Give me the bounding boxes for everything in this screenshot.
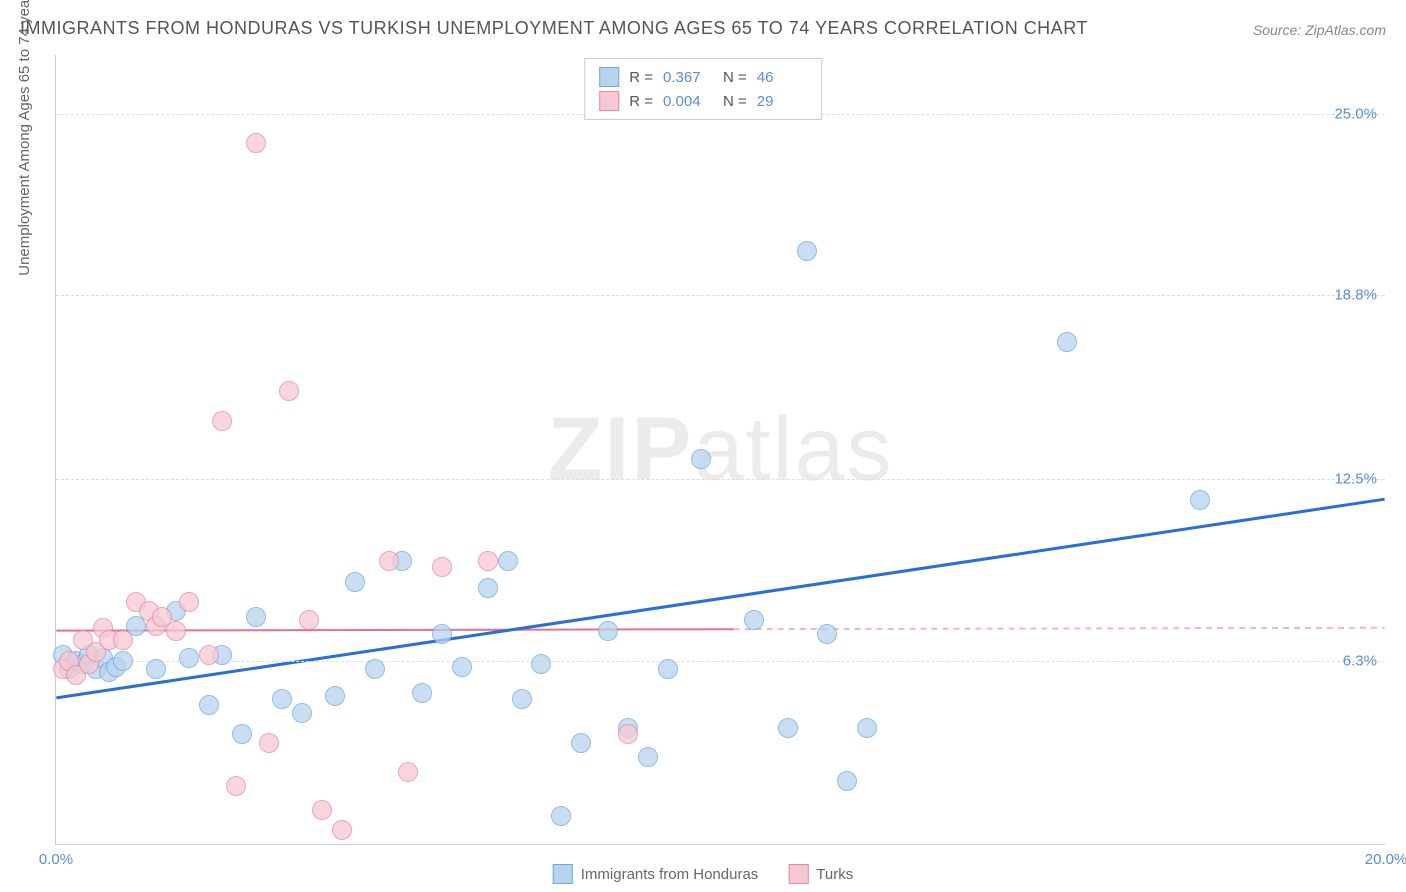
data-point-honduras [638, 747, 658, 767]
data-point-turks [379, 551, 399, 571]
data-point-turks [199, 645, 219, 665]
data-point-honduras [292, 703, 312, 723]
y-axis-label: Unemployment Among Ages 65 to 74 years [16, 0, 33, 276]
series-legend: Immigrants from Honduras Turks [553, 864, 854, 884]
data-point-honduras [1057, 332, 1077, 352]
r-value-turks: 0.004 [663, 93, 713, 110]
gridline [56, 479, 1385, 480]
chart-title: IMMIGRANTS FROM HONDURAS VS TURKISH UNEM… [20, 18, 1088, 39]
source-attribution: Source: ZipAtlas.com [1253, 22, 1386, 38]
gridline [56, 295, 1385, 296]
data-point-turks [279, 381, 299, 401]
data-point-honduras [837, 771, 857, 791]
correlation-legend: R = 0.367 N = 46 R = 0.004 N = 29 [584, 58, 822, 120]
x-tick-label: 20.0% [1365, 851, 1406, 868]
watermark: ZIPatlas [547, 398, 893, 501]
r-label: R = [629, 93, 653, 110]
swatch-turks-icon [788, 864, 808, 884]
data-point-honduras [857, 718, 877, 738]
data-point-honduras [598, 621, 618, 641]
data-point-honduras [146, 659, 166, 679]
data-point-turks [478, 551, 498, 571]
data-point-turks [618, 724, 638, 744]
legend-row-honduras: R = 0.367 N = 46 [599, 65, 807, 89]
watermark-light: atlas [693, 399, 893, 499]
data-point-honduras [797, 241, 817, 261]
data-point-honduras [232, 724, 252, 744]
y-tick-label: 18.8% [1334, 286, 1377, 303]
data-point-turks [226, 776, 246, 796]
n-label: N = [723, 69, 747, 86]
scatter-plot-area: ZIPatlas 6.3%12.5%18.8%25.0%0.0%20.0% [55, 55, 1385, 845]
data-point-honduras [452, 657, 472, 677]
r-value-honduras: 0.367 [663, 69, 713, 86]
data-point-turks [299, 610, 319, 630]
data-point-turks [166, 621, 186, 641]
legend-item-turks: Turks [788, 864, 853, 884]
legend-label-turks: Turks [816, 866, 853, 883]
data-point-turks [246, 133, 266, 153]
data-point-honduras [345, 572, 365, 592]
swatch-honduras [599, 67, 619, 87]
data-point-honduras [246, 607, 266, 627]
data-point-turks [113, 630, 133, 650]
data-point-turks [312, 800, 332, 820]
data-point-turks [432, 557, 452, 577]
data-point-turks [179, 592, 199, 612]
gridline [56, 661, 1385, 662]
legend-row-turks: R = 0.004 N = 29 [599, 89, 807, 113]
data-point-honduras [551, 806, 571, 826]
data-point-honduras [778, 718, 798, 738]
data-point-turks [259, 733, 279, 753]
data-point-honduras [199, 695, 219, 715]
data-point-honduras [325, 686, 345, 706]
y-tick-label: 25.0% [1334, 105, 1377, 122]
data-point-honduras [432, 624, 452, 644]
legend-label-honduras: Immigrants from Honduras [581, 866, 759, 883]
data-point-honduras [272, 689, 292, 709]
data-point-honduras [365, 659, 385, 679]
data-point-honduras [531, 654, 551, 674]
data-point-honduras [512, 689, 532, 709]
y-tick-label: 6.3% [1343, 652, 1377, 669]
trend-line [56, 499, 1384, 698]
n-label: N = [723, 93, 747, 110]
legend-item-honduras: Immigrants from Honduras [553, 864, 759, 884]
data-point-turks [212, 411, 232, 431]
data-point-honduras [412, 683, 432, 703]
n-value-honduras: 46 [757, 69, 807, 86]
r-label: R = [629, 69, 653, 86]
data-point-honduras [478, 578, 498, 598]
swatch-honduras-icon [553, 864, 573, 884]
data-point-turks [398, 762, 418, 782]
data-point-honduras [179, 648, 199, 668]
data-point-honduras [817, 624, 837, 644]
data-point-honduras [1190, 490, 1210, 510]
data-point-honduras [744, 610, 764, 630]
data-point-honduras [498, 551, 518, 571]
swatch-turks [599, 91, 619, 111]
data-point-honduras [113, 651, 133, 671]
data-point-turks [332, 820, 352, 840]
data-point-honduras [658, 659, 678, 679]
trend-lines-svg [56, 55, 1385, 844]
watermark-bold: ZIP [547, 399, 693, 499]
x-tick-label: 0.0% [39, 851, 73, 868]
data-point-honduras [691, 449, 711, 469]
n-value-turks: 29 [757, 93, 807, 110]
y-tick-label: 12.5% [1334, 471, 1377, 488]
data-point-honduras [571, 733, 591, 753]
